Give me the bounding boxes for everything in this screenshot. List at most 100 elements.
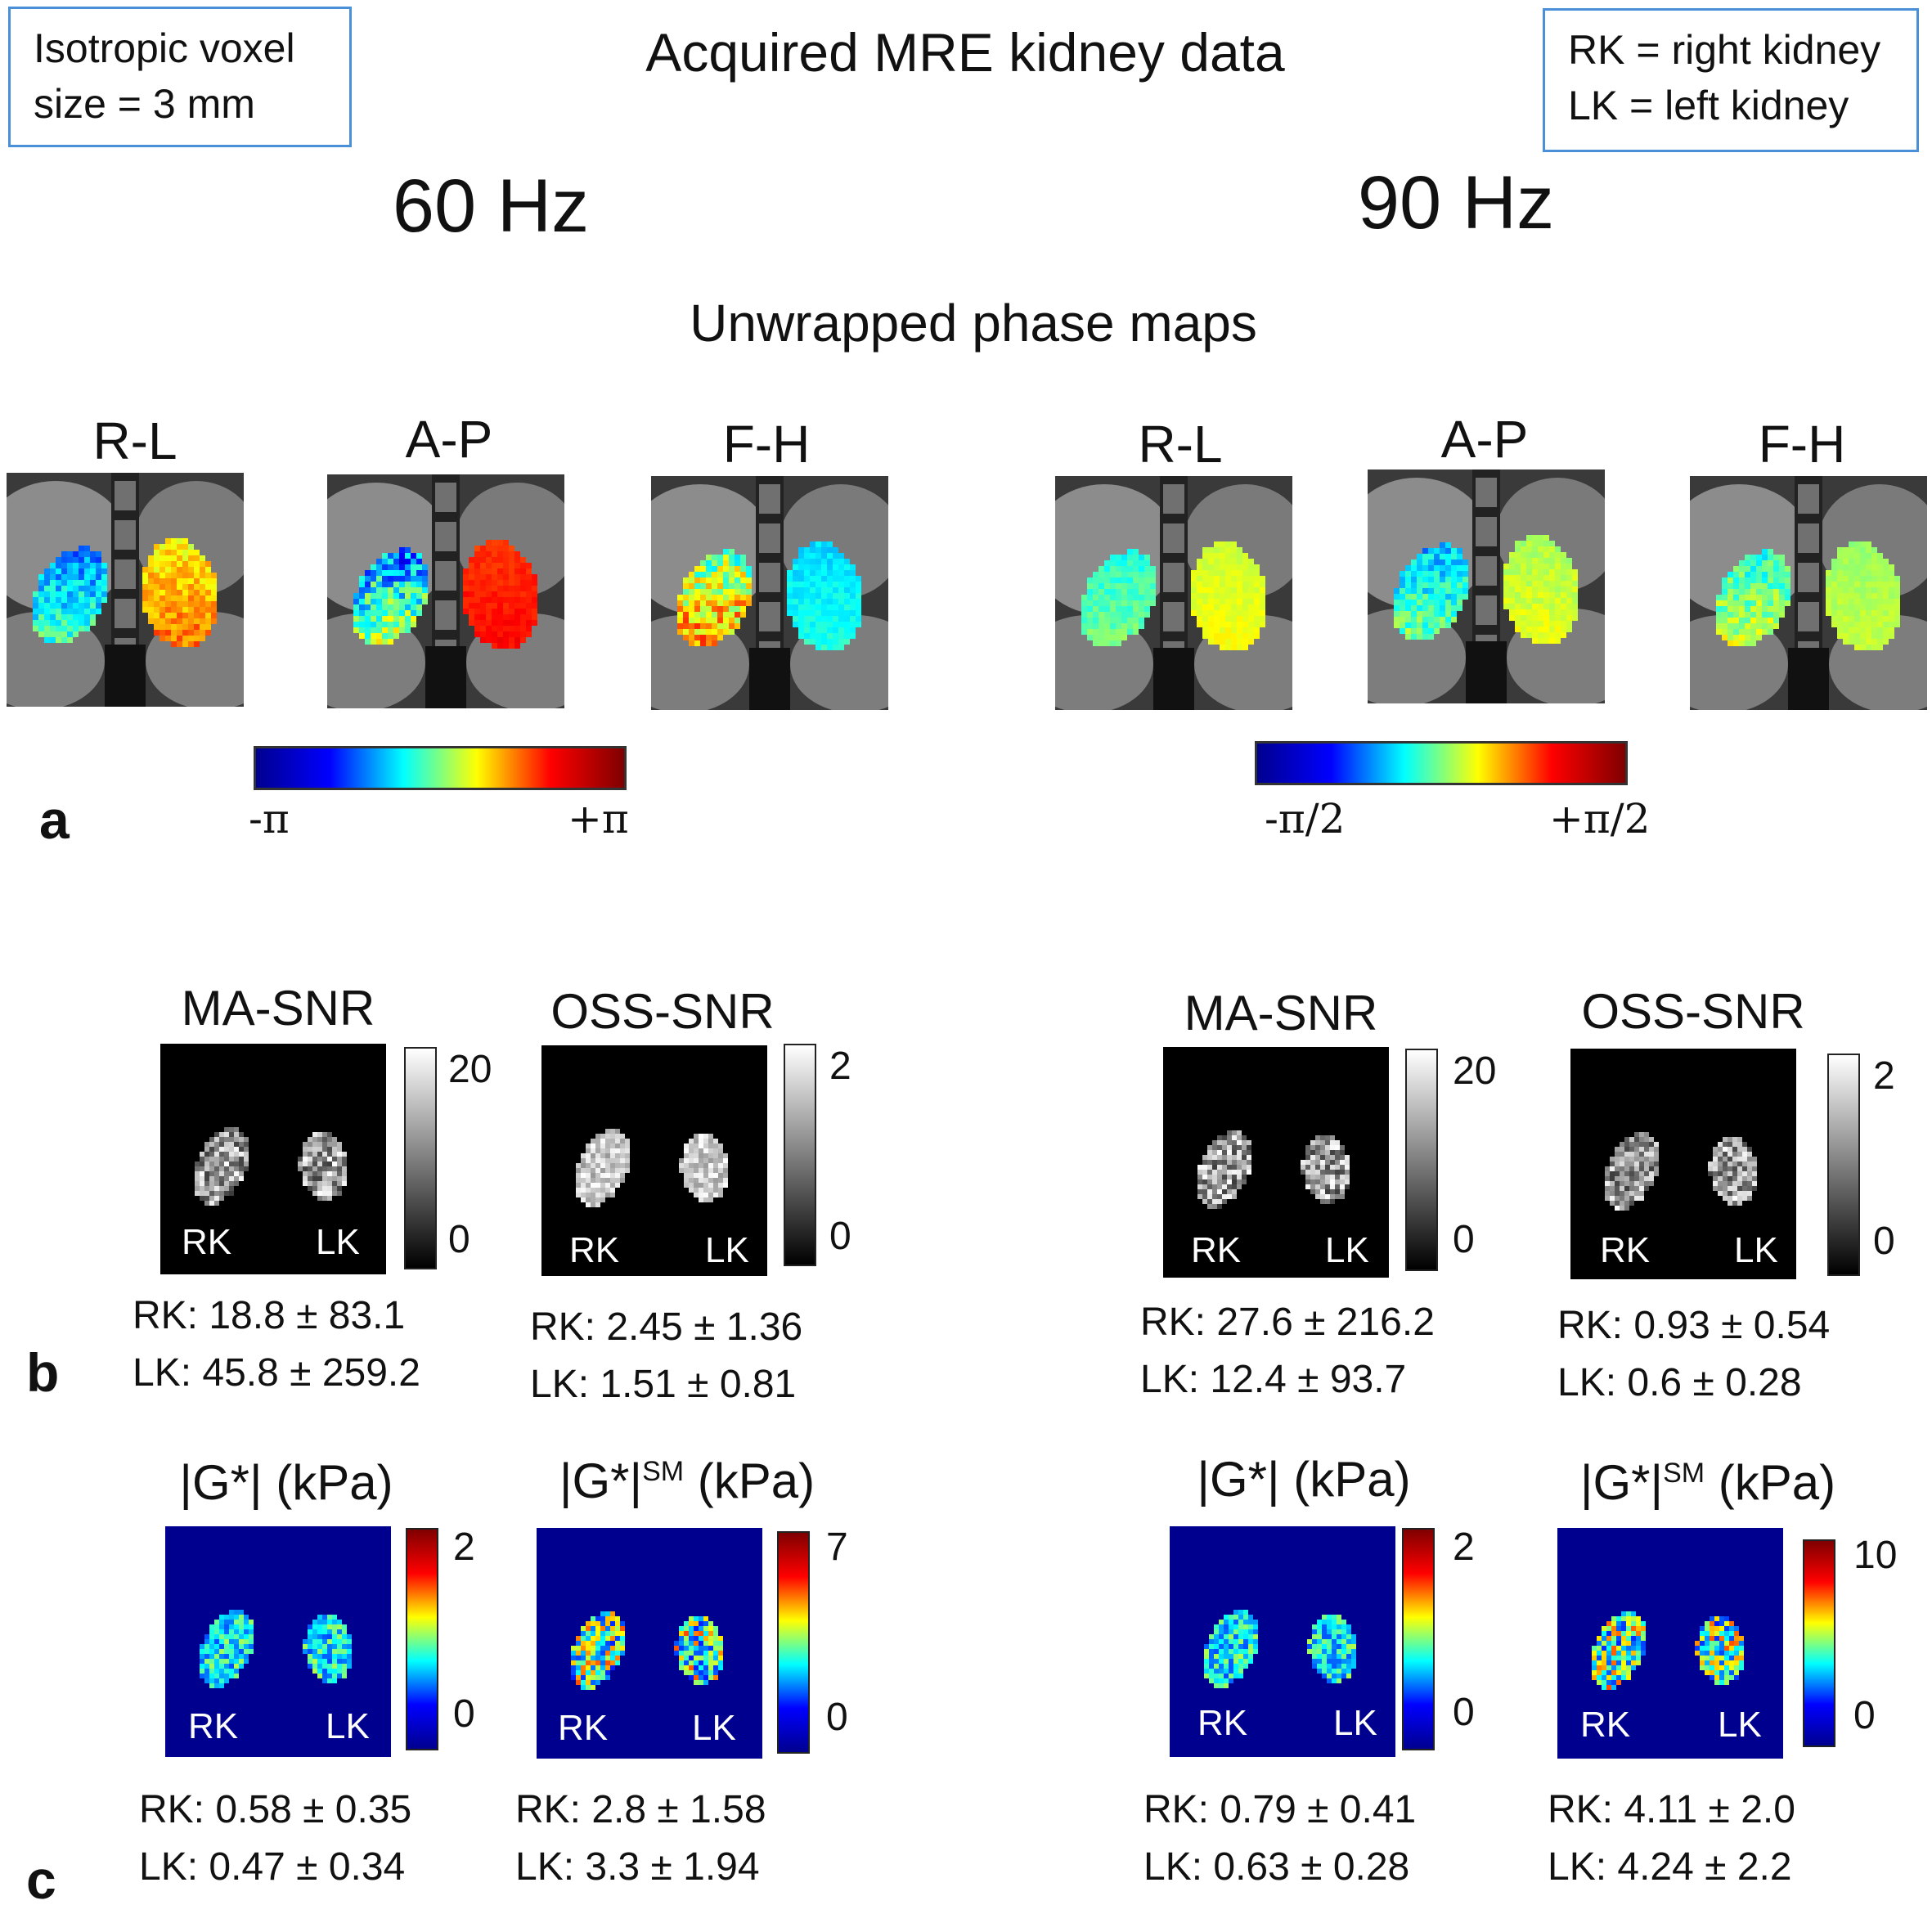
stats-oss-snr-60: RK: 2.45 ± 1.36 LK: 1.51 ± 0.81 <box>530 1299 802 1413</box>
gsm-colorbar-90-max: 10 <box>1853 1534 1898 1577</box>
stat-rk: RK: 4.11 ± 2.0 <box>1548 1788 1795 1831</box>
phase-colorbar-90-max: +π/2 <box>1549 795 1651 842</box>
title-text: |G*| <box>559 1453 643 1508</box>
stat-lk: LK: 3.3 ± 1.94 <box>515 1845 760 1889</box>
phase-map-fh-90 <box>1690 476 1927 710</box>
gsm-colorbar-60-max: 7 <box>826 1525 848 1569</box>
stat-lk: LK: 1.51 ± 0.81 <box>530 1363 797 1406</box>
legend-line-rk: RK = right kidney <box>1568 27 1881 73</box>
direction-label-fh-90: F-H <box>1758 415 1846 474</box>
lk-label: LK <box>692 1708 736 1748</box>
oss-snr-colorbar-60-max: 2 <box>829 1045 851 1088</box>
stat-rk: RK: 27.6 ± 216.2 <box>1140 1301 1435 1344</box>
map-title-gsm-60: |G*|SM (kPa) <box>515 1453 859 1509</box>
gsm-colorbar-60-min: 0 <box>826 1696 848 1739</box>
stat-lk: LK: 0.63 ± 0.28 <box>1143 1845 1410 1889</box>
panel-letter-c: c <box>26 1849 56 1910</box>
map-title-oss-snr-60: OSS-SNR <box>550 984 775 1039</box>
phase-map-rl-60 <box>7 473 244 707</box>
stat-lk: LK: 4.24 ± 2.2 <box>1548 1845 1792 1889</box>
ma-snr-colorbar-60 <box>404 1047 437 1269</box>
lk-label: LK <box>1333 1703 1377 1743</box>
stat-lk: LK: 45.8 ± 259.2 <box>133 1351 420 1395</box>
phase-colorbar-60 <box>254 746 627 790</box>
oss-snr-colorbar-60-min: 0 <box>829 1215 851 1258</box>
gsm-colorbar-60 <box>777 1531 810 1754</box>
oss-snr-colorbar-90-max: 2 <box>1873 1054 1895 1098</box>
stat-rk: RK: 0.93 ± 0.54 <box>1557 1304 1831 1347</box>
ma-snr-colorbar-90-max: 20 <box>1453 1049 1497 1093</box>
g-colorbar-90 <box>1402 1528 1435 1750</box>
ma-snr-colorbar-60-max: 20 <box>448 1048 492 1091</box>
stat-rk: RK: 2.45 ± 1.36 <box>530 1305 803 1349</box>
direction-label-fh-60: F-H <box>722 415 811 474</box>
stat-rk: RK: 0.79 ± 0.41 <box>1143 1788 1417 1831</box>
oss-snr-map-90: RK LK <box>1570 1049 1796 1279</box>
phase-map-rl-90 <box>1055 476 1292 710</box>
g-colorbar-90-max: 2 <box>1453 1525 1475 1569</box>
ma-snr-colorbar-60-min: 0 <box>448 1218 470 1261</box>
map-title-ma-snr-90: MA-SNR <box>1184 986 1378 1040</box>
rk-label: RK <box>1191 1230 1242 1270</box>
voxel-size-box: Isotropic voxel size = 3 mm <box>8 7 352 147</box>
phase-maps-subtitle: Unwrapped phase maps <box>690 294 1257 353</box>
title-tail: (kPa) <box>684 1453 815 1508</box>
g-colorbar-90-min: 0 <box>1453 1691 1475 1734</box>
stats-ma-snr-60: RK: 18.8 ± 83.1 LK: 45.8 ± 259.2 <box>133 1287 420 1402</box>
stat-rk: RK: 0.58 ± 0.35 <box>139 1788 412 1831</box>
voxel-size-line-1: Isotropic voxel <box>34 25 295 71</box>
map-title-gsm-90: |G*|SM (kPa) <box>1536 1454 1880 1511</box>
frequency-90-label: 90 Hz <box>1357 161 1555 245</box>
rk-label: RK <box>558 1708 609 1748</box>
phase-map-ap-60 <box>327 474 564 708</box>
phase-colorbar-60-min: -π <box>249 795 290 842</box>
stat-rk: RK: 2.8 ± 1.58 <box>515 1788 766 1831</box>
lk-label: LK <box>1734 1230 1778 1270</box>
lk-label: LK <box>316 1222 360 1262</box>
rk-label: RK <box>1197 1703 1248 1743</box>
panel-letter-b: b <box>26 1342 60 1403</box>
stat-lk: LK: 0.47 ± 0.34 <box>139 1845 406 1889</box>
oss-snr-colorbar-90 <box>1827 1054 1860 1276</box>
gsm-map-90: RK LK <box>1557 1528 1783 1759</box>
g-map-60: RK LK <box>165 1526 391 1757</box>
phase-map-fh-60 <box>651 476 888 710</box>
ma-snr-map-60: RK LK <box>160 1044 386 1274</box>
gsm-colorbar-90-min: 0 <box>1853 1694 1876 1737</box>
figure-title: Acquired MRE kidney data <box>645 22 1285 83</box>
direction-label-ap-60: A-P <box>405 410 493 469</box>
title-text: |G*| <box>1579 1455 1664 1510</box>
rk-label: RK <box>188 1706 239 1746</box>
gsm-map-60: RK LK <box>537 1528 762 1759</box>
ma-snr-map-90: RK LK <box>1163 1047 1389 1278</box>
rk-label: RK <box>569 1230 620 1270</box>
g-map-90: RK LK <box>1170 1526 1395 1757</box>
stat-lk: LK: 12.4 ± 93.7 <box>1140 1358 1407 1401</box>
direction-label-ap-90: A-P <box>1440 410 1529 469</box>
map-title-ma-snr-60: MA-SNR <box>181 981 375 1036</box>
rk-label: RK <box>1600 1230 1651 1270</box>
oss-snr-colorbar-90-min: 0 <box>1873 1220 1895 1263</box>
g-colorbar-60-min: 0 <box>453 1692 475 1736</box>
stat-lk: LK: 0.6 ± 0.28 <box>1557 1361 1802 1404</box>
lk-label: LK <box>326 1706 370 1746</box>
g-colorbar-60 <box>406 1528 438 1750</box>
voxel-size-line-2: size = 3 mm <box>34 81 255 127</box>
phase-colorbar-90 <box>1255 741 1628 785</box>
stat-rk: RK: 18.8 ± 83.1 <box>133 1294 406 1337</box>
g-colorbar-60-max: 2 <box>453 1525 475 1569</box>
stats-ma-snr-90: RK: 27.6 ± 216.2 LK: 12.4 ± 93.7 <box>1140 1294 1435 1409</box>
map-title-g-90: |G*| (kPa) <box>1148 1451 1459 1507</box>
stats-g-90: RK: 0.79 ± 0.41 LK: 0.63 ± 0.28 <box>1143 1781 1416 1896</box>
phase-colorbar-90-min: -π/2 <box>1265 795 1346 842</box>
gsm-colorbar-90 <box>1803 1539 1835 1747</box>
lk-label: LK <box>705 1230 749 1270</box>
title-text: |G*| (kPa) <box>179 1455 393 1510</box>
lk-label: LK <box>1718 1705 1762 1745</box>
phase-map-ap-90 <box>1368 470 1605 703</box>
lk-label: LK <box>1325 1230 1369 1270</box>
oss-snr-colorbar-60 <box>784 1044 816 1266</box>
title-sup: SM <box>1663 1458 1705 1489</box>
legend-line-lk: LK = left kidney <box>1568 83 1849 128</box>
rk-label: RK <box>1580 1705 1631 1745</box>
